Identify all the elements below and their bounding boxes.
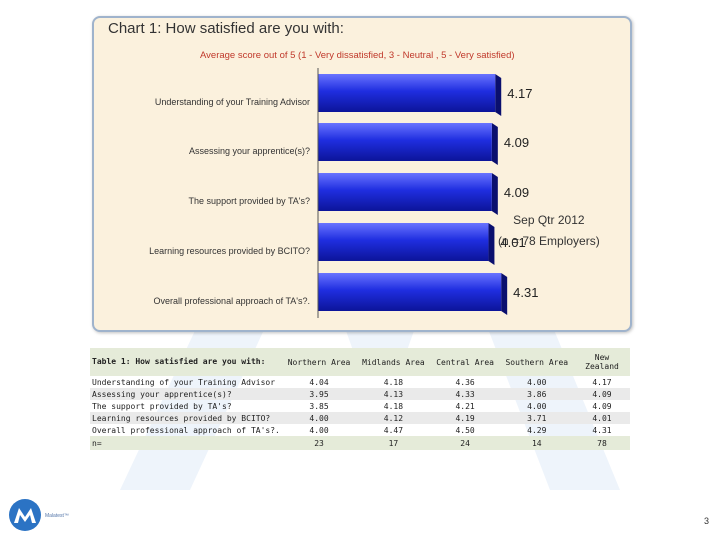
table-cell: 4.00 [527,401,547,411]
table-cell: 4.47 [383,425,404,435]
chart-subtitle: Average score out of 5 (1 - Very dissati… [200,50,515,61]
chart-title: Chart 1: How satisfied are you with: [108,20,344,37]
sample-size-label: (n = 78 Employers) [498,234,600,248]
bar-depth [501,273,508,315]
table-cell: 4.00 [527,377,547,387]
page-number: 3 [704,516,710,526]
table-cell: 4.33 [430,388,500,400]
table-cell: 23 [281,436,357,450]
bar-depth [491,173,498,215]
bar-value-label: 4.01 [500,235,525,250]
results-table: Table 1: How satisfied are you with: Nor… [90,348,630,450]
category-label: Learning resources provided by BCITO? [149,246,310,256]
results-table-wrap: Table 1: How satisfied are you with: Nor… [90,348,630,450]
table-row: Overall professional approach of TA's?. 4… [90,424,630,436]
category-label: Assessing your apprentice(s)? [189,146,310,156]
table-body: Understanding of your Training Advisor 4.… [90,376,630,450]
company-logo-icon [9,499,41,531]
bar [318,273,502,311]
table-row: The support provided by TA's? 3.85 4.18 4.2… [90,400,630,412]
table-cell: 4.01 [574,412,630,424]
table-cell: 4.04 [309,377,329,387]
table-cell: 4.00 [281,412,357,424]
table-cell: 4.21 [455,401,475,411]
row-label: The support provided by TA's? [92,401,232,411]
table-cell: 14 [499,436,574,450]
table-cell: 4.00 [309,425,329,435]
category-label: Understanding of your Training Advisor [155,97,310,107]
table-count-row: n= 23 17 24 14 78 [90,436,630,450]
bar-depth [495,74,502,116]
category-label: The support provided by TA's? [189,196,310,206]
table-cell: 4.31 [592,425,612,435]
bar [318,173,492,211]
table-cell: 3.86 [499,388,574,400]
table-row: Learning resources provided by BCITO? 4.0… [90,412,630,424]
row-label: Assessing your apprentice(s)? [90,388,282,400]
row-label: Overall professional approach of TA's?. [92,425,280,435]
table-cell: 4.19 [430,412,500,424]
column-header: New Zealand [574,348,630,376]
bar [318,74,496,112]
bar-depth [488,223,495,265]
column-header: Northern Area [281,348,357,376]
bar [318,223,489,261]
bar-depth [491,123,498,165]
table-cell: 4.18 [383,377,404,387]
table-cell: 4.09 [574,388,630,400]
table-header-row: Table 1: How satisfied are you with: Nor… [90,348,630,376]
logo-text: Malatest™ [45,513,69,519]
column-header: Southern Area [499,348,574,376]
table-cell: 78 [574,436,630,450]
table-cell: 4.50 [455,425,475,435]
table-cell: 17 [356,436,431,450]
period-note: Sep Qtr 2012 (n = 78 Employers) [498,210,600,252]
table-title: Table 1: How satisfied are you with: [90,348,282,376]
table-cell: 3.95 [281,388,357,400]
bar-value-label: 4.31 [513,285,538,300]
table-cell: 4.17 [592,377,612,387]
row-label: Learning resources provided by BCITO? [90,412,282,424]
table-cell: 4.36 [455,377,475,387]
row-label: n= [90,436,282,450]
period-label: Sep Qtr 2012 [513,213,585,227]
table-cell: 3.85 [309,401,329,411]
table-row: Assessing your apprentice(s)? 3.95 4.13 4.3… [90,388,630,400]
bar [318,123,492,161]
table-cell: 4.09 [592,401,612,411]
column-header: Midlands Area [356,348,431,376]
table-cell: 4.29 [527,425,547,435]
table-cell: 3.71 [499,412,574,424]
table-cell: 4.18 [383,401,404,411]
column-header: Central Area [430,348,500,376]
table-row: Understanding of your Training Advisor 4.… [90,376,630,388]
row-label: Understanding of your Training Advisor [92,377,276,387]
bar-value-label: 4.09 [504,135,529,150]
table-cell: 4.13 [356,388,431,400]
category-label: Overall professional approach of TA's?. [154,296,310,306]
table-cell: 24 [430,436,500,450]
bar-value-label: 4.17 [507,86,532,101]
bar-value-label: 4.09 [504,185,529,200]
table-cell: 4.12 [356,412,431,424]
